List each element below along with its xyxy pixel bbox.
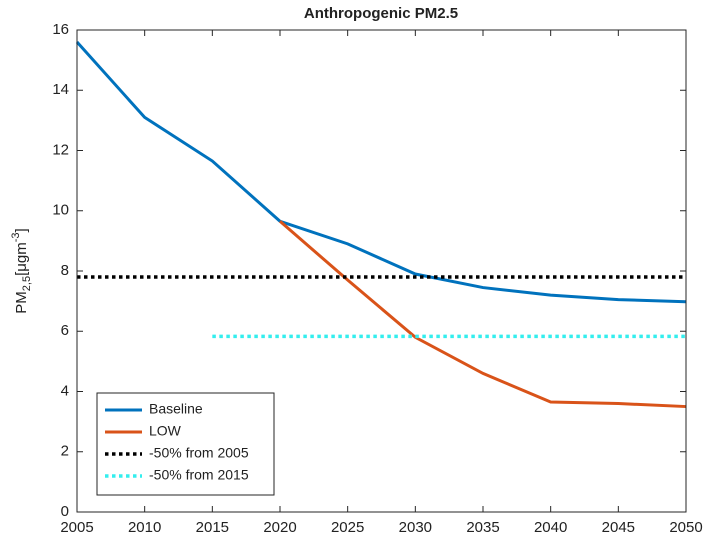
y-tick-label: 2 <box>61 443 69 460</box>
x-tick-label: 2035 <box>466 519 499 536</box>
series-line <box>75 41 687 304</box>
y-label-part: PM <box>13 291 30 314</box>
y-tick-label: 16 <box>52 21 69 38</box>
y-tick-label: 8 <box>61 262 69 279</box>
x-tick-label: 2015 <box>196 519 229 536</box>
legend: Baseline LOW -50% from 2005 -50% from 2015 <box>96 392 275 496</box>
x-tick-label: 2040 <box>534 519 567 536</box>
x-tick-label: 2025 <box>331 519 364 536</box>
y-label-part: [μgm <box>13 242 30 276</box>
x-tick-label: 2050 <box>669 519 702 536</box>
y-tick-label: 0 <box>61 503 69 520</box>
chart-title: Anthropogenic PM2.5 <box>304 5 458 22</box>
x-tick-label: 2010 <box>128 519 161 536</box>
y-tick-label: 6 <box>61 322 69 339</box>
legend-label: LOW <box>149 423 182 439</box>
y-tick-label: 10 <box>52 202 69 219</box>
legend-label: Baseline <box>149 401 203 417</box>
x-tick-label: 2045 <box>602 519 635 536</box>
y-tick-label: 4 <box>61 382 69 399</box>
y-tick-label: 14 <box>52 81 69 98</box>
legend-label: -50% from 2005 <box>149 445 249 461</box>
y-label-part: ] <box>13 228 30 232</box>
series-line <box>279 220 687 409</box>
plot-frame <box>76 29 687 513</box>
y-axis-label: PM2,5[μgm-3] <box>10 228 33 313</box>
x-tick-label: 2005 <box>60 519 93 536</box>
y-tick-label: 12 <box>52 141 69 158</box>
legend-label: -50% from 2015 <box>149 467 249 483</box>
y-label-sup: -3 <box>10 232 22 242</box>
x-tick-label: 2030 <box>399 519 432 536</box>
x-tick-label: 2020 <box>263 519 296 536</box>
y-label-sub: 2,5 <box>21 276 33 291</box>
